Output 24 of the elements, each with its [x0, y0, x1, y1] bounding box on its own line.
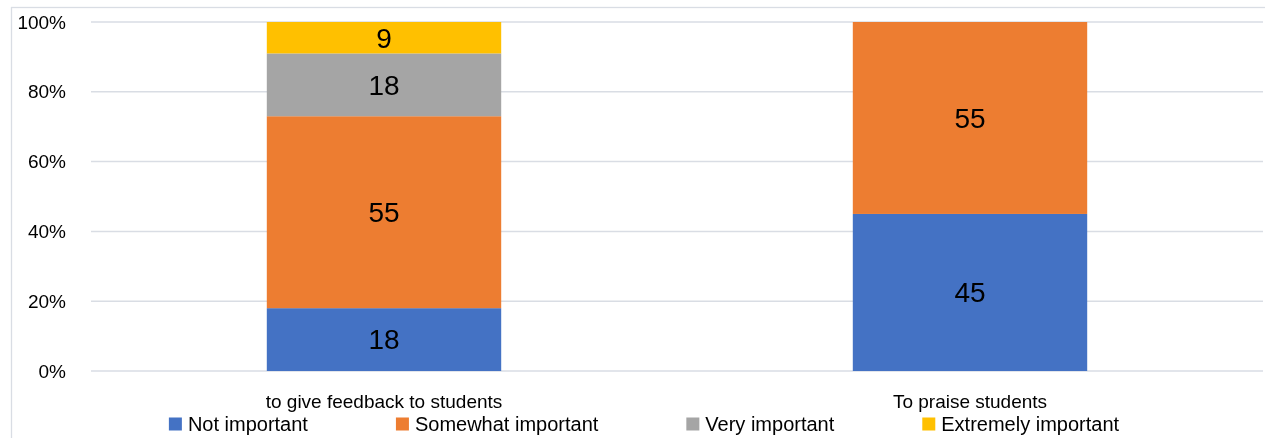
bar [266, 22, 502, 54]
y-tick-label: 80% [27, 81, 67, 103]
y-tick-label: 0% [38, 360, 67, 382]
x-tick-label: to give feedback to students [265, 390, 503, 412]
x-tick-label: To praise students [892, 390, 1048, 412]
bar [266, 308, 502, 371]
legend-label: Extremely important [941, 413, 1120, 435]
y-tick-label: 40% [27, 221, 67, 243]
data-label: 55 [368, 197, 400, 229]
data-label: 18 [368, 324, 400, 356]
data-label: 18 [368, 69, 400, 101]
y-tick-label: 100% [17, 11, 67, 33]
legend-label: Very important [705, 413, 835, 435]
bar [852, 22, 1088, 214]
legend-label: Not important [187, 413, 309, 435]
y-tick-label: 20% [27, 290, 67, 312]
legend-label: Somewhat important [414, 413, 599, 435]
data-label: 45 [954, 277, 986, 309]
bar [266, 116, 502, 309]
bar [852, 213, 1088, 371]
data-label: 9 [376, 22, 392, 54]
y-tick-label: 60% [27, 151, 67, 173]
data-label: 55 [954, 102, 986, 134]
bar [266, 53, 502, 117]
